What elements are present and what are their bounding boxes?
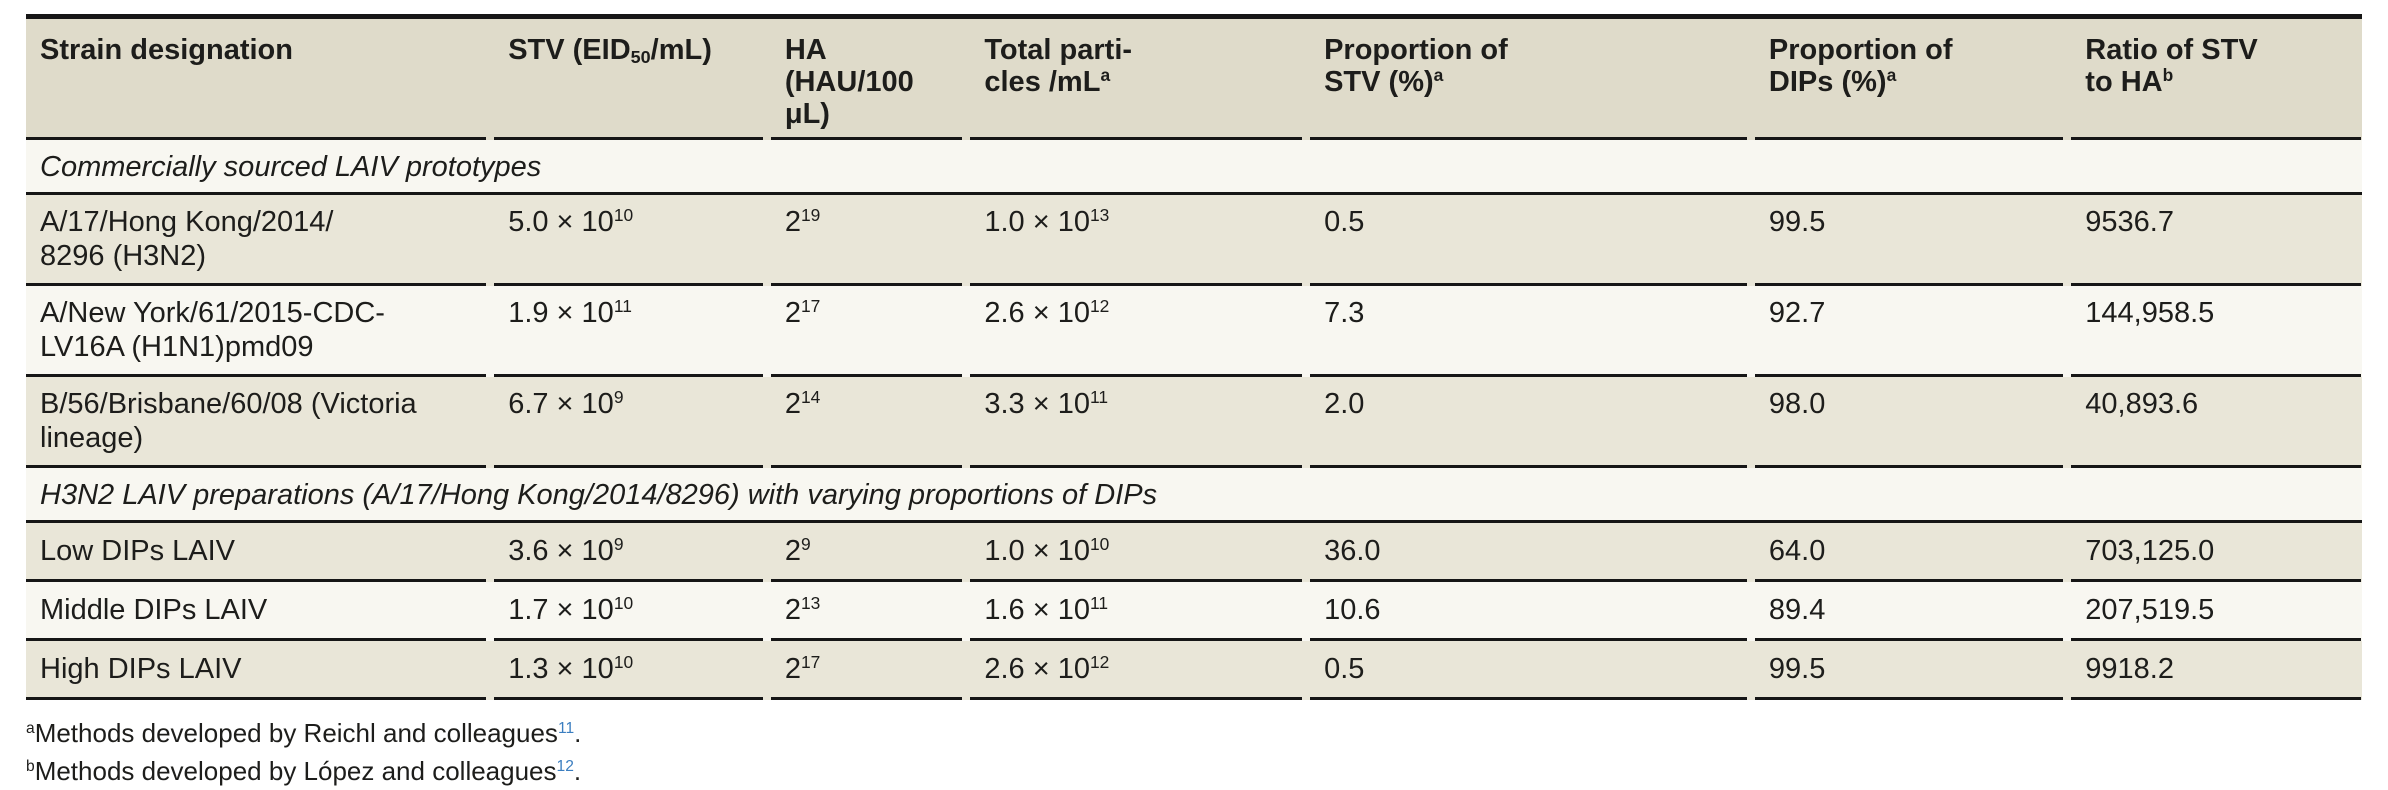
column-header-label-line2: DIPs (%)a [1768, 65, 1897, 98]
cell-ha: 214 [770, 377, 963, 468]
table-footnotes: aMethods developed by Reichl and colleag… [26, 714, 2388, 790]
column-header-label-line1: HA [784, 34, 827, 66]
table-row: A/New York/61/2015-CDC- LV16A (H1N1)pmd0… [26, 286, 2362, 377]
citation-link[interactable]: 11 [557, 720, 575, 738]
column-header-label: STV (EID50/mL) [508, 34, 712, 67]
cell-strain: High DIPs LAIV [26, 641, 487, 700]
cell-stv: 1.7 × 1010 [494, 582, 763, 641]
column-header-label-line2: to HAb [2085, 65, 2174, 98]
cell-total-particles: 2.6 × 1012 [970, 641, 1303, 700]
cell-ha: 213 [770, 582, 963, 641]
table-row: High DIPs LAIV 1.3 × 1010 217 2.6 × 1012… [26, 641, 2362, 700]
cell-proportion-stv: 10.6 [1310, 582, 1747, 641]
cell-ratio: 207,519.5 [2071, 582, 2361, 641]
section-title: Commercially sourced LAIV prototypes [26, 140, 2362, 195]
column-header-label-line2: cles /mLa [984, 65, 1111, 98]
cell-proportion-dips: 64.0 [1754, 523, 2064, 582]
table-row: Low DIPs LAIV 3.6 × 109 29 1.0 × 1010 36… [26, 523, 2362, 582]
cell-ratio: 9536.7 [2071, 195, 2361, 286]
footnote-text: Methods developed by Reichl and colleagu… [34, 718, 558, 748]
column-header-label: Strain designation [40, 34, 293, 66]
strain-table: Strain designation STV (EID50/mL) HA (HA… [26, 14, 2362, 700]
cell-ratio: 144,958.5 [2071, 286, 2361, 377]
cell-strain: Low DIPs LAIV [26, 523, 487, 582]
footnote-marker: a [1886, 65, 1897, 86]
cell-strain: A/17/Hong Kong/2014/ 8296 (H3N2) [26, 195, 487, 286]
footnote-marker: a [26, 720, 35, 738]
cell-total-particles: 1.6 × 1011 [970, 582, 1303, 641]
footnote-marker: b [2162, 65, 2174, 86]
table-row: Middle DIPs LAIV 1.7 × 1010 213 1.6 × 10… [26, 582, 2362, 641]
cell-proportion-stv: 7.3 [1310, 286, 1747, 377]
section-title: H3N2 LAIV preparations (A/17/Hong Kong/2… [26, 468, 2362, 523]
cell-ha: 219 [770, 195, 963, 286]
cell-stv: 3.6 × 109 [494, 523, 763, 582]
cell-stv: 5.0 × 1010 [494, 195, 763, 286]
column-header-label-line1: Ratio of STV [2085, 34, 2258, 66]
column-header-strain: Strain designation [26, 19, 487, 140]
table-top-rule [26, 14, 2362, 19]
footnote-marker: b [26, 758, 35, 776]
column-header-label-line2: STV (%)a [1324, 65, 1444, 98]
cell-total-particles: 1.0 × 1010 [970, 523, 1303, 582]
column-header-label-line1: Proportion of [1324, 34, 1508, 66]
table-row: A/17/Hong Kong/2014/ 8296 (H3N2) 5.0 × 1… [26, 195, 2362, 286]
footnote-b: bMethods developed by López and colleagu… [26, 756, 582, 786]
cell-total-particles: 3.3 × 1011 [970, 377, 1303, 468]
table-header-row: Strain designation STV (EID50/mL) HA (HA… [26, 19, 2362, 140]
column-header-label-line1: Total parti- [984, 34, 1133, 66]
cell-proportion-stv: 0.5 [1310, 195, 1747, 286]
cell-strain: Middle DIPs LAIV [26, 582, 487, 641]
cell-proportion-dips: 99.5 [1754, 195, 2064, 286]
table-row: B/56/Brisbane/60/08 (Victoria lineage) 6… [26, 377, 2362, 468]
cell-strain: A/New York/61/2015-CDC- LV16A (H1N1)pmd0… [26, 286, 487, 377]
footnote-a: aMethods developed by Reichl and colleag… [26, 718, 582, 748]
cell-ha: 217 [770, 286, 963, 377]
footnote-text: Methods developed by López and colleague… [34, 756, 557, 786]
cell-stv: 1.9 × 1011 [494, 286, 763, 377]
cell-ha: 29 [770, 523, 963, 582]
column-header-total-particles: Total parti- cles /mLa [970, 19, 1303, 140]
cell-ratio: 9918.2 [2071, 641, 2361, 700]
column-header-stv: STV (EID50/mL) [494, 19, 763, 140]
cell-ratio: 703,125.0 [2071, 523, 2361, 582]
table-section-row: Commercially sourced LAIV prototypes [26, 140, 2362, 195]
citation-link[interactable]: 12 [556, 758, 574, 776]
cell-total-particles: 1.0 × 1013 [970, 195, 1303, 286]
cell-proportion-dips: 92.7 [1754, 286, 2064, 377]
cell-proportion-dips: 99.5 [1754, 641, 2064, 700]
cell-proportion-stv: 0.5 [1310, 641, 1747, 700]
column-header-ha: HA (HAU/100 μL) [770, 19, 963, 140]
cell-proportion-dips: 89.4 [1754, 582, 2064, 641]
footnote-marker: a [1433, 65, 1444, 86]
table-section-row: H3N2 LAIV preparations (A/17/Hong Kong/2… [26, 468, 2362, 523]
cell-total-particles: 2.6 × 1012 [970, 286, 1303, 377]
cell-proportion-stv: 36.0 [1310, 523, 1747, 582]
column-header-ratio-stv-ha: Ratio of STV to HAb [2071, 19, 2361, 140]
cell-proportion-dips: 98.0 [1754, 377, 2064, 468]
column-header-proportion-dips: Proportion of DIPs (%)a [1754, 19, 2064, 140]
column-header-proportion-stv: Proportion of STV (%)a [1310, 19, 1747, 140]
column-header-label-line2: (HAU/100 μL) [784, 66, 914, 130]
cell-proportion-stv: 2.0 [1310, 377, 1747, 468]
cell-strain: B/56/Brisbane/60/08 (Victoria lineage) [26, 377, 487, 468]
cell-ha: 217 [770, 641, 963, 700]
cell-ratio: 40,893.6 [2071, 377, 2361, 468]
footnote-marker: a [1100, 65, 1111, 86]
column-header-label-line1: Proportion of [1768, 34, 1953, 66]
cell-stv: 1.3 × 1010 [494, 641, 763, 700]
cell-stv: 6.7 × 109 [494, 377, 763, 468]
